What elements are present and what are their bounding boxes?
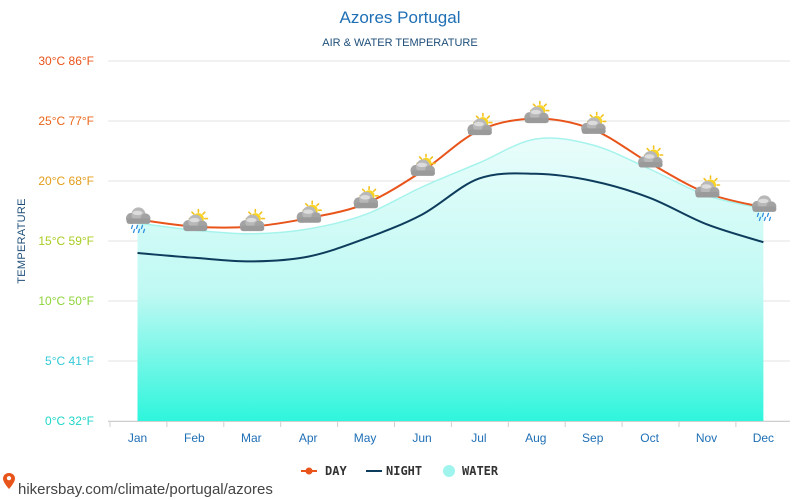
- rain-cloud-icon: [126, 207, 151, 234]
- partly-sunny-icon: [296, 200, 323, 223]
- partly-sunny-icon: [239, 208, 266, 232]
- y-tick-label: 20°C 68°F: [38, 174, 94, 188]
- x-tick-label: Feb: [184, 431, 205, 445]
- water-series: [137, 137, 764, 422]
- x-axis: Jan Feb Mar Apr May Jun Jul Aug Sep Oct Nov Dec: [108, 421, 790, 445]
- legend-swatch-dot: [305, 467, 313, 475]
- y-axis: 0°C 32°F 5°C 41°F 10°C 50°F 15°C 59°F 20°C 6…: [38, 54, 94, 428]
- chart-title: Azores Portugal: [340, 8, 461, 27]
- location-pin-icon: [3, 473, 15, 489]
- partly-sunny-icon: [695, 175, 721, 198]
- legend-swatch: [443, 465, 455, 477]
- x-tick-label: Apr: [299, 431, 318, 445]
- night-line: [137, 172, 764, 263]
- partly-sunny-icon: [467, 112, 493, 136]
- rain-cloud-icon: [751, 195, 777, 222]
- chart-subtitle: AIR & WATER TEMPERATURE: [322, 37, 477, 49]
- y-tick-label: 25°C 77°F: [38, 114, 94, 128]
- x-tick-label: Sep: [582, 431, 604, 445]
- source-text: hikersbay.com/climate/portugal/azores: [18, 481, 273, 498]
- y-tick-label: 30°C 86°F: [38, 54, 94, 68]
- partly-sunny-icon: [182, 208, 209, 232]
- source-link[interactable]: hikersbay.com/climate/portugal/azores: [3, 473, 273, 498]
- y-tick-label: 5°C 41°F: [45, 354, 94, 368]
- x-tick-label: Oct: [640, 431, 659, 445]
- legend: DAY NIGHT WATER: [301, 464, 499, 478]
- legend-label: DAY: [325, 464, 347, 478]
- legend-label: WATER: [462, 464, 499, 478]
- x-tick-label: Jul: [471, 431, 486, 445]
- x-tick-label: Jun: [412, 431, 431, 445]
- partly-sunny-icon: [410, 153, 436, 176]
- partly-sunny-icon: [638, 145, 664, 168]
- y-tick-label: 15°C 59°F: [38, 234, 94, 248]
- weather-icons: [126, 100, 777, 234]
- water-area: [137, 137, 764, 422]
- legend-item-water: WATER: [443, 464, 499, 478]
- y-tick-label: 10°C 50°F: [38, 294, 94, 308]
- water-line: [137, 137, 764, 235]
- y-axis-label: TEMPERATURE: [16, 198, 28, 284]
- x-tick-label: Dec: [753, 431, 774, 445]
- partly-sunny-icon: [524, 100, 550, 124]
- x-tick-label: Jan: [128, 431, 147, 445]
- y-tick-label: 0°C 32°F: [45, 414, 94, 428]
- x-tick-label: Nov: [696, 431, 717, 445]
- legend-item-day: DAY: [301, 464, 347, 478]
- x-tick-label: May: [354, 431, 377, 445]
- legend-label: NIGHT: [386, 464, 422, 478]
- partly-sunny-icon: [353, 186, 379, 209]
- partly-sunny-icon: [581, 111, 607, 134]
- x-tick-label: Mar: [241, 431, 262, 445]
- x-tick-label: Aug: [525, 431, 546, 445]
- legend-item-night: NIGHT: [366, 464, 422, 478]
